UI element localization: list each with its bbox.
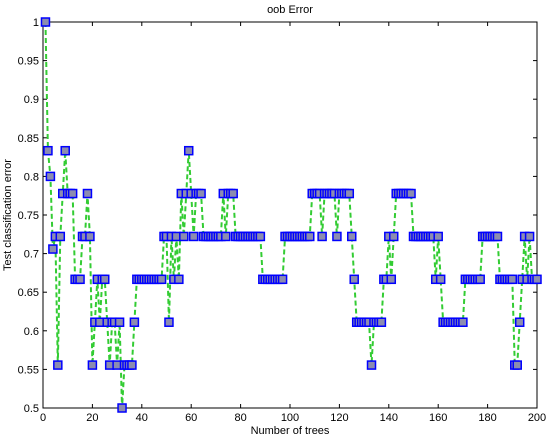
marker xyxy=(376,317,387,327)
marker xyxy=(347,231,357,242)
marker xyxy=(183,145,194,156)
marker xyxy=(366,360,377,370)
y-tick-label: 0.7 xyxy=(24,249,39,261)
x-tick-label: 100 xyxy=(281,412,299,424)
plot-area xyxy=(42,21,538,409)
marker xyxy=(507,274,518,285)
marker xyxy=(114,317,125,327)
x-tick-label: 140 xyxy=(380,412,398,424)
marker xyxy=(85,231,95,242)
marker xyxy=(100,274,110,285)
x-tick-label: 80 xyxy=(234,412,246,424)
marker xyxy=(127,360,137,370)
marker xyxy=(164,317,174,327)
y-tick-label: 0.6 xyxy=(24,326,39,338)
marker xyxy=(228,188,238,199)
marker xyxy=(458,317,468,327)
marker xyxy=(492,231,503,242)
chart-title: oob Error xyxy=(267,4,313,16)
marker xyxy=(332,231,342,242)
marker xyxy=(188,231,199,242)
marker xyxy=(524,231,535,242)
marker xyxy=(475,274,485,285)
x-tick-label: 60 xyxy=(185,412,197,424)
marker xyxy=(532,274,542,285)
x-tick-label: 20 xyxy=(86,412,98,424)
marker xyxy=(117,403,127,413)
marker xyxy=(344,188,355,199)
marker xyxy=(305,231,315,242)
y-tick-label: 0.75 xyxy=(18,210,39,222)
marker xyxy=(196,188,206,199)
marker xyxy=(435,274,446,285)
y-tick-label: 1 xyxy=(33,17,39,29)
marker xyxy=(53,360,63,370)
marker xyxy=(48,244,58,254)
marker xyxy=(179,231,189,242)
marker xyxy=(75,274,85,285)
x-tick-label: 0 xyxy=(40,412,46,424)
y-tick-label: 0.85 xyxy=(18,133,39,145)
x-tick-label: 120 xyxy=(330,412,348,424)
y-tick-label: 0.8 xyxy=(24,171,39,183)
marker xyxy=(255,231,266,242)
marker xyxy=(386,274,397,285)
marker xyxy=(174,274,184,285)
marker xyxy=(55,231,66,242)
marker xyxy=(129,317,140,327)
marker xyxy=(40,17,51,27)
marker xyxy=(349,274,359,285)
marker xyxy=(60,145,70,156)
y-tick-label: 0.55 xyxy=(18,364,39,376)
y-tick-label: 0.9 xyxy=(24,94,39,106)
marker xyxy=(87,360,98,370)
y-tick-label: 0.5 xyxy=(24,403,39,415)
marker xyxy=(433,231,443,242)
marker xyxy=(277,274,288,285)
y-axis-label: Test classification error xyxy=(2,159,14,271)
marker xyxy=(388,231,399,242)
y-tick-label: 0.65 xyxy=(18,287,39,299)
marker xyxy=(514,317,525,327)
marker xyxy=(406,188,416,199)
x-tick-label: 40 xyxy=(136,412,148,424)
marker xyxy=(317,231,327,242)
marker xyxy=(156,274,167,285)
x-tick-label: 180 xyxy=(478,412,496,424)
x-tick-label: 200 xyxy=(528,412,546,424)
marker xyxy=(82,188,93,199)
marker xyxy=(512,360,522,370)
marker xyxy=(43,145,53,156)
marker xyxy=(67,188,78,199)
marker xyxy=(45,171,56,182)
x-tick-label: 160 xyxy=(429,412,447,424)
marker xyxy=(221,231,231,242)
x-axis-label: Number of trees xyxy=(251,425,330,437)
y-tick-label: 0.95 xyxy=(18,56,39,68)
